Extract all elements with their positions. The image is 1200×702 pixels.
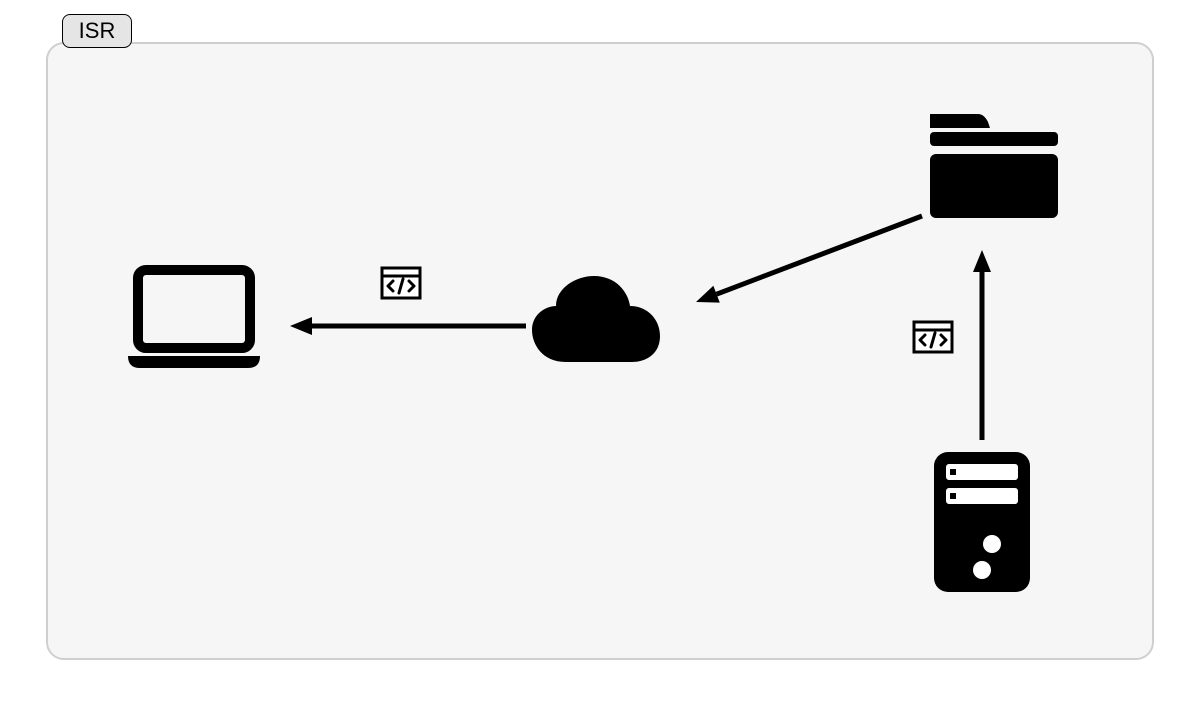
diagram-stage: ISR bbox=[0, 0, 1200, 702]
isr-tab-label: ISR bbox=[79, 20, 116, 42]
server-icon bbox=[930, 448, 1034, 596]
cloud-icon bbox=[528, 272, 664, 368]
laptop-icon bbox=[124, 264, 264, 374]
code-tag-icon bbox=[912, 320, 954, 354]
code-tag-icon bbox=[380, 266, 422, 300]
folder-icon bbox=[924, 108, 1064, 224]
isr-tab: ISR bbox=[62, 14, 132, 48]
